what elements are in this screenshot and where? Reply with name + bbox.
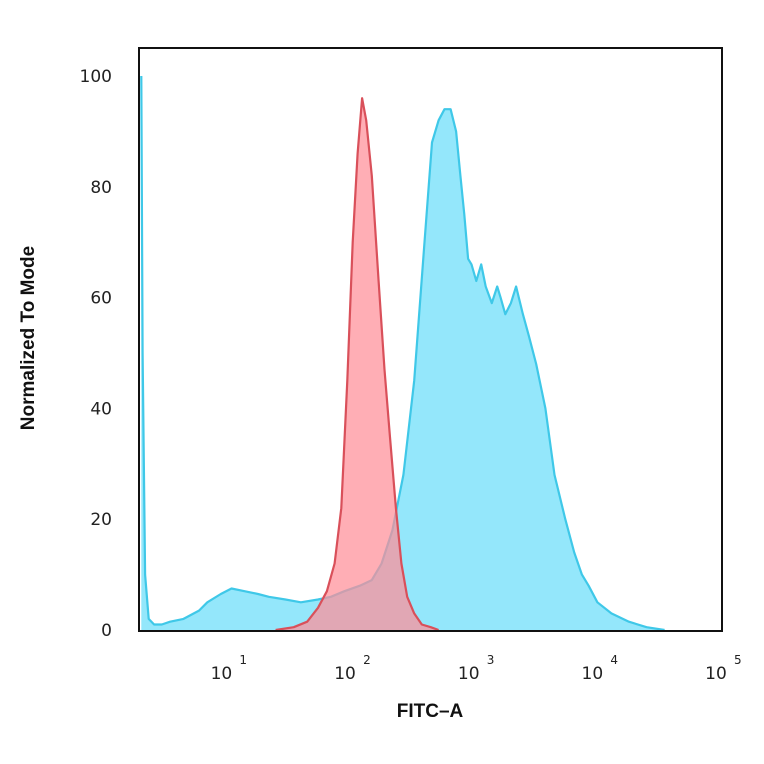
x-axis-ticks: 10 1 10 2 10 3 10 4 10 5 — [211, 653, 742, 684]
y-tick-label-80: 80 — [90, 178, 112, 198]
y-tick-label-100: 100 — [80, 67, 112, 87]
y-tick-label-0: 0 — [101, 621, 112, 641]
x-tick-label-100: 10 — [334, 664, 356, 684]
y-tick-label-40: 40 — [90, 399, 112, 419]
plot-frame — [138, 47, 723, 632]
plot-area — [140, 75, 665, 630]
series-0-area — [141, 76, 665, 630]
x-tick-exponent-1000: 3 — [487, 653, 495, 667]
series-1-area — [275, 98, 439, 630]
y-axis-ticks: 0 20 40 60 80 100 — [80, 67, 112, 641]
series-1-line — [275, 97, 439, 630]
x-tick-label-100000: 10 — [705, 664, 727, 684]
x-tick-exponent-100: 2 — [363, 653, 371, 667]
x-tick-exponent-100000: 5 — [734, 653, 742, 667]
x-tick-label-1000: 10 — [458, 664, 480, 684]
x-tick-exponent-10000: 4 — [610, 653, 618, 667]
x-tick-label-10000: 10 — [582, 664, 604, 684]
x-tick-exponent-10: 1 — [239, 653, 247, 667]
series-0-line — [140, 75, 665, 630]
y-tick-label-60: 60 — [90, 289, 112, 309]
x-tick-label-10: 10 — [211, 664, 233, 684]
x-axis-title: FITC–A — [397, 701, 464, 722]
y-axis-title: Normalized To Mode — [18, 246, 39, 430]
y-tick-label-20: 20 — [90, 510, 112, 530]
